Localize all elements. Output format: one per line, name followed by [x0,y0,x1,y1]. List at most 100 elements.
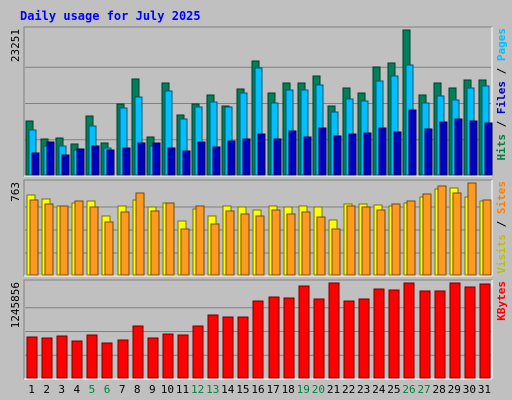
bar-kbytes-day-18 [283,297,295,379]
bar-pages-day-1 [31,152,40,176]
x-tick-label-day-27: 27 [417,383,430,396]
y-axis-max-label: 23251 [9,29,22,62]
x-tick-label-day-23: 23 [357,383,370,396]
bar-pages-day-15 [242,138,251,176]
bar-sites-day-22 [346,205,356,276]
bar-pages-day-27 [424,128,433,176]
legend-label: Hits [495,134,508,161]
x-tick-label-day-5: 5 [89,383,96,396]
bar-sites-day-25 [391,203,401,276]
legend-label: Visits [495,234,508,274]
bar-kbytes-day-8 [132,325,144,379]
bar-pages-day-4 [76,148,85,176]
bar-pages-day-12 [197,141,206,176]
bar-sites-day-8 [135,192,145,276]
x-tick-label-day-17: 17 [266,383,279,396]
bar-kbytes-day-17 [268,296,280,379]
bar-sites-day-15 [240,213,250,276]
chart-panels: 23251 Hits / Files / Pages 763 Visits / Sit… [9,26,508,380]
legend-label: Pages [495,28,508,61]
legend-label: / [495,61,508,81]
chart-title: Daily usage for July 2025 [20,9,201,23]
bar-sites-day-28 [437,185,447,276]
bar-sites-day-30 [467,182,477,276]
bar-sites-day-10 [165,202,175,276]
bar-sites-day-24 [376,209,386,276]
bar-kbytes-day-20 [313,298,325,379]
bar-pages-day-16 [257,133,266,176]
x-tick-label-day-10: 10 [161,383,174,396]
bar-kbytes-day-13 [207,314,219,379]
x-tick-label-day-15: 15 [236,383,249,396]
bar-sites-day-12 [195,205,205,276]
bar-kbytes-day-26 [403,282,415,379]
bar-pages-day-5 [91,145,100,176]
bar-kbytes-day-1 [26,336,38,379]
bar-kbytes-day-6 [101,342,113,379]
bar-sites-day-5 [89,206,99,276]
bar-pages-day-6 [106,149,115,176]
bar-kbytes-day-2 [41,337,53,379]
x-tick-label-day-13: 13 [206,383,219,396]
x-tick-label-day-28: 28 [433,383,446,396]
bar-kbytes-day-16 [252,300,264,379]
x-tick-label-day-18: 18 [282,383,295,396]
bar-kbytes-day-15 [237,316,249,379]
bar-kbytes-day-14 [222,316,234,379]
bar-pages-day-2 [46,141,55,176]
x-tick-label-day-30: 30 [463,383,476,396]
bar-pages-day-26 [408,109,417,176]
legend-label: Sites [495,181,508,214]
bar-kbytes-day-12 [192,325,204,379]
bar-pages-day-23 [363,132,372,176]
bar-kbytes-day-3 [56,335,68,379]
x-tick-label-day-19: 19 [297,383,310,396]
bar-sites-day-29 [452,192,462,276]
x-tick-label-day-25: 25 [387,383,400,396]
x-tick-label-day-1: 1 [28,383,35,396]
bar-pages-day-17 [273,138,282,176]
bar-kbytes-day-22 [343,300,355,379]
bar-kbytes-day-24 [373,288,385,379]
bar-kbytes-day-27 [419,290,431,379]
bar-sites-day-18 [286,213,296,276]
bar-pages-day-28 [439,121,448,176]
bar-pages-day-10 [167,147,176,176]
bar-pages-day-3 [61,154,70,176]
x-tick-label-day-14: 14 [221,383,235,396]
series-legend: KBytes [495,281,508,321]
bar-pages-day-29 [454,118,463,176]
bar-kbytes-day-10 [162,333,174,379]
bar-sites-day-27 [422,193,432,276]
bar-sites-day-14 [225,210,235,276]
y-axis-max-label: 1245856 [9,282,22,328]
bar-kbytes-day-31 [479,283,491,379]
x-tick-label-day-24: 24 [372,383,386,396]
bar-kbytes-day-30 [464,286,476,379]
bar-sites-day-23 [361,206,371,276]
bar-sites-day-9 [150,210,160,276]
x-tick-label-day-6: 6 [104,383,111,396]
bar-sites-day-21 [331,228,341,276]
x-tick-label-day-11: 11 [176,383,189,396]
bar-sites-day-26 [406,200,416,276]
x-axis-labels: 1 2 3 4 5 6 7 8 9 10 11 12 13 14 15 16 17 18 19 20 21 22 23 24 2… [28,383,491,396]
bar-kbytes-day-19 [298,285,310,379]
bar-sites-day-17 [271,209,281,276]
legend-label: / [495,114,508,134]
bar-pages-day-19 [303,136,312,176]
bar-pages-day-7 [122,147,131,176]
hits-panel: 23251 Hits / Files / Pages [9,26,508,177]
bar-pages-day-25 [393,131,402,176]
bar-sites-day-20 [316,216,326,276]
bar-pages-day-14 [227,140,236,176]
bar-sites-day-7 [120,211,130,276]
bar-pages-day-31 [484,122,493,176]
bar-kbytes-day-29 [449,282,461,379]
bar-pages-day-8 [137,142,146,176]
bar-sites-day-4 [74,200,84,276]
bar-kbytes-day-23 [358,298,370,379]
x-tick-label-day-8: 8 [134,383,141,396]
kbytes-panel: 1245856 KBytes [9,279,508,380]
